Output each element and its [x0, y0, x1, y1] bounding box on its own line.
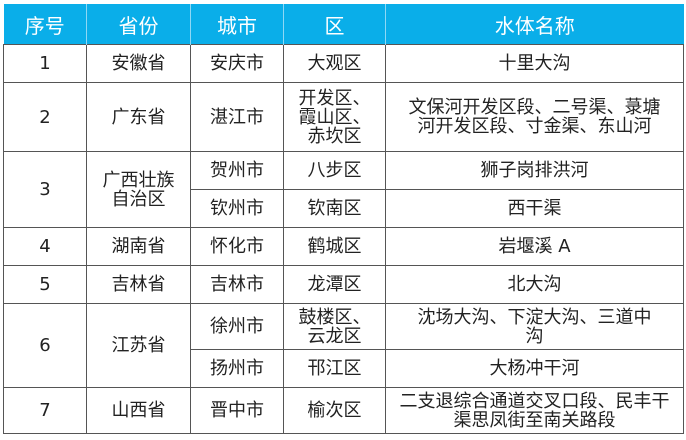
header-district: 区	[283, 4, 386, 45]
cell-province: 广东省	[86, 82, 191, 152]
header-city: 城市	[190, 4, 284, 45]
cell-province: 湖南省	[86, 227, 191, 266]
cell-water: 二支退综合通道交叉口段、民丰干渠思凤街至南关路段	[385, 387, 684, 434]
cell-district: 鹤城区	[283, 227, 386, 266]
header-province: 省份	[86, 4, 191, 45]
cell-province: 安徽省	[86, 44, 191, 83]
cell-province: 吉林省	[86, 265, 191, 304]
water-body-table: 序号 省份 城市 区 水体名称 1 安徽省 安庆市 大观区 十里大沟 2 广东省…	[3, 4, 684, 434]
cell-no: 5	[3, 265, 87, 304]
cell-province: 广西壮族自治区	[86, 151, 191, 228]
cell-no: 3	[3, 151, 87, 228]
table-row: 1 安徽省 安庆市 大观区 十里大沟	[3, 44, 684, 83]
cell-city: 吉林市	[190, 265, 284, 304]
cell-province: 江苏省	[86, 303, 191, 388]
cell-city: 晋中市	[190, 387, 284, 434]
cell-city: 贺州市	[190, 151, 284, 190]
cell-city: 扬州市	[190, 349, 284, 388]
table-row: 4 湖南省 怀化市 鹤城区 岩堰溪 A	[3, 227, 684, 266]
table-row: 2 广东省 湛江市 开发区、霞山区、赤坎区 文保河开发区段、二号渠、菉塘河开发区…	[3, 82, 684, 152]
cell-city: 湛江市	[190, 82, 284, 152]
cell-water: 狮子岗排洪河	[385, 151, 684, 190]
cell-city: 徐州市	[190, 303, 284, 350]
cell-water: 西干渠	[385, 189, 684, 228]
cell-city: 怀化市	[190, 227, 284, 266]
cell-water: 文保河开发区段、二号渠、菉塘河开发区段、寸金渠、东山河	[385, 82, 684, 152]
table-row: 钦州市 钦南区 西干渠	[4, 189, 684, 228]
table-row: 5 吉林省 吉林市 龙潭区 北大沟	[3, 265, 684, 304]
cell-water: 大杨冲干河	[385, 349, 684, 388]
table-row: 3 广西壮族自治区 贺州市 八步区 狮子岗排洪河	[3, 151, 684, 228]
table-row: 6 江苏省 徐州市 鼓楼区、云龙区 沈场大沟、下淀大沟、三道中沟	[3, 303, 684, 388]
cell-water: 十里大沟	[385, 44, 684, 83]
cell-no: 1	[3, 44, 87, 83]
cell-no: 4	[3, 227, 87, 266]
cell-water: 沈场大沟、下淀大沟、三道中沟	[385, 303, 684, 350]
cell-water: 北大沟	[385, 265, 684, 304]
table-row: 扬州市 邗江区 大杨冲干河	[4, 349, 684, 388]
cell-no: 7	[3, 387, 87, 434]
cell-district: 龙潭区	[283, 265, 386, 304]
header-water-name: 水体名称	[385, 4, 684, 45]
cell-water: 岩堰溪 A	[385, 227, 684, 266]
cell-district: 八步区	[283, 151, 386, 190]
cell-district: 开发区、霞山区、赤坎区	[283, 82, 386, 152]
cell-city: 钦州市	[190, 189, 284, 228]
cell-city: 安庆市	[190, 44, 284, 83]
table-row: 7 山西省 晋中市 榆次区 二支退综合通道交叉口段、民丰干渠思凤街至南关路段	[3, 387, 684, 434]
cell-district: 邗江区	[283, 349, 386, 388]
table-header-row: 序号 省份 城市 区 水体名称	[3, 4, 684, 45]
cell-no: 2	[3, 82, 87, 152]
header-no: 序号	[3, 4, 87, 45]
cell-no: 6	[3, 303, 87, 388]
cell-district: 钦南区	[283, 189, 386, 228]
cell-district: 大观区	[283, 44, 386, 83]
cell-district: 鼓楼区、云龙区	[283, 303, 386, 350]
cell-district: 榆次区	[283, 387, 386, 434]
cell-province: 山西省	[86, 387, 191, 434]
